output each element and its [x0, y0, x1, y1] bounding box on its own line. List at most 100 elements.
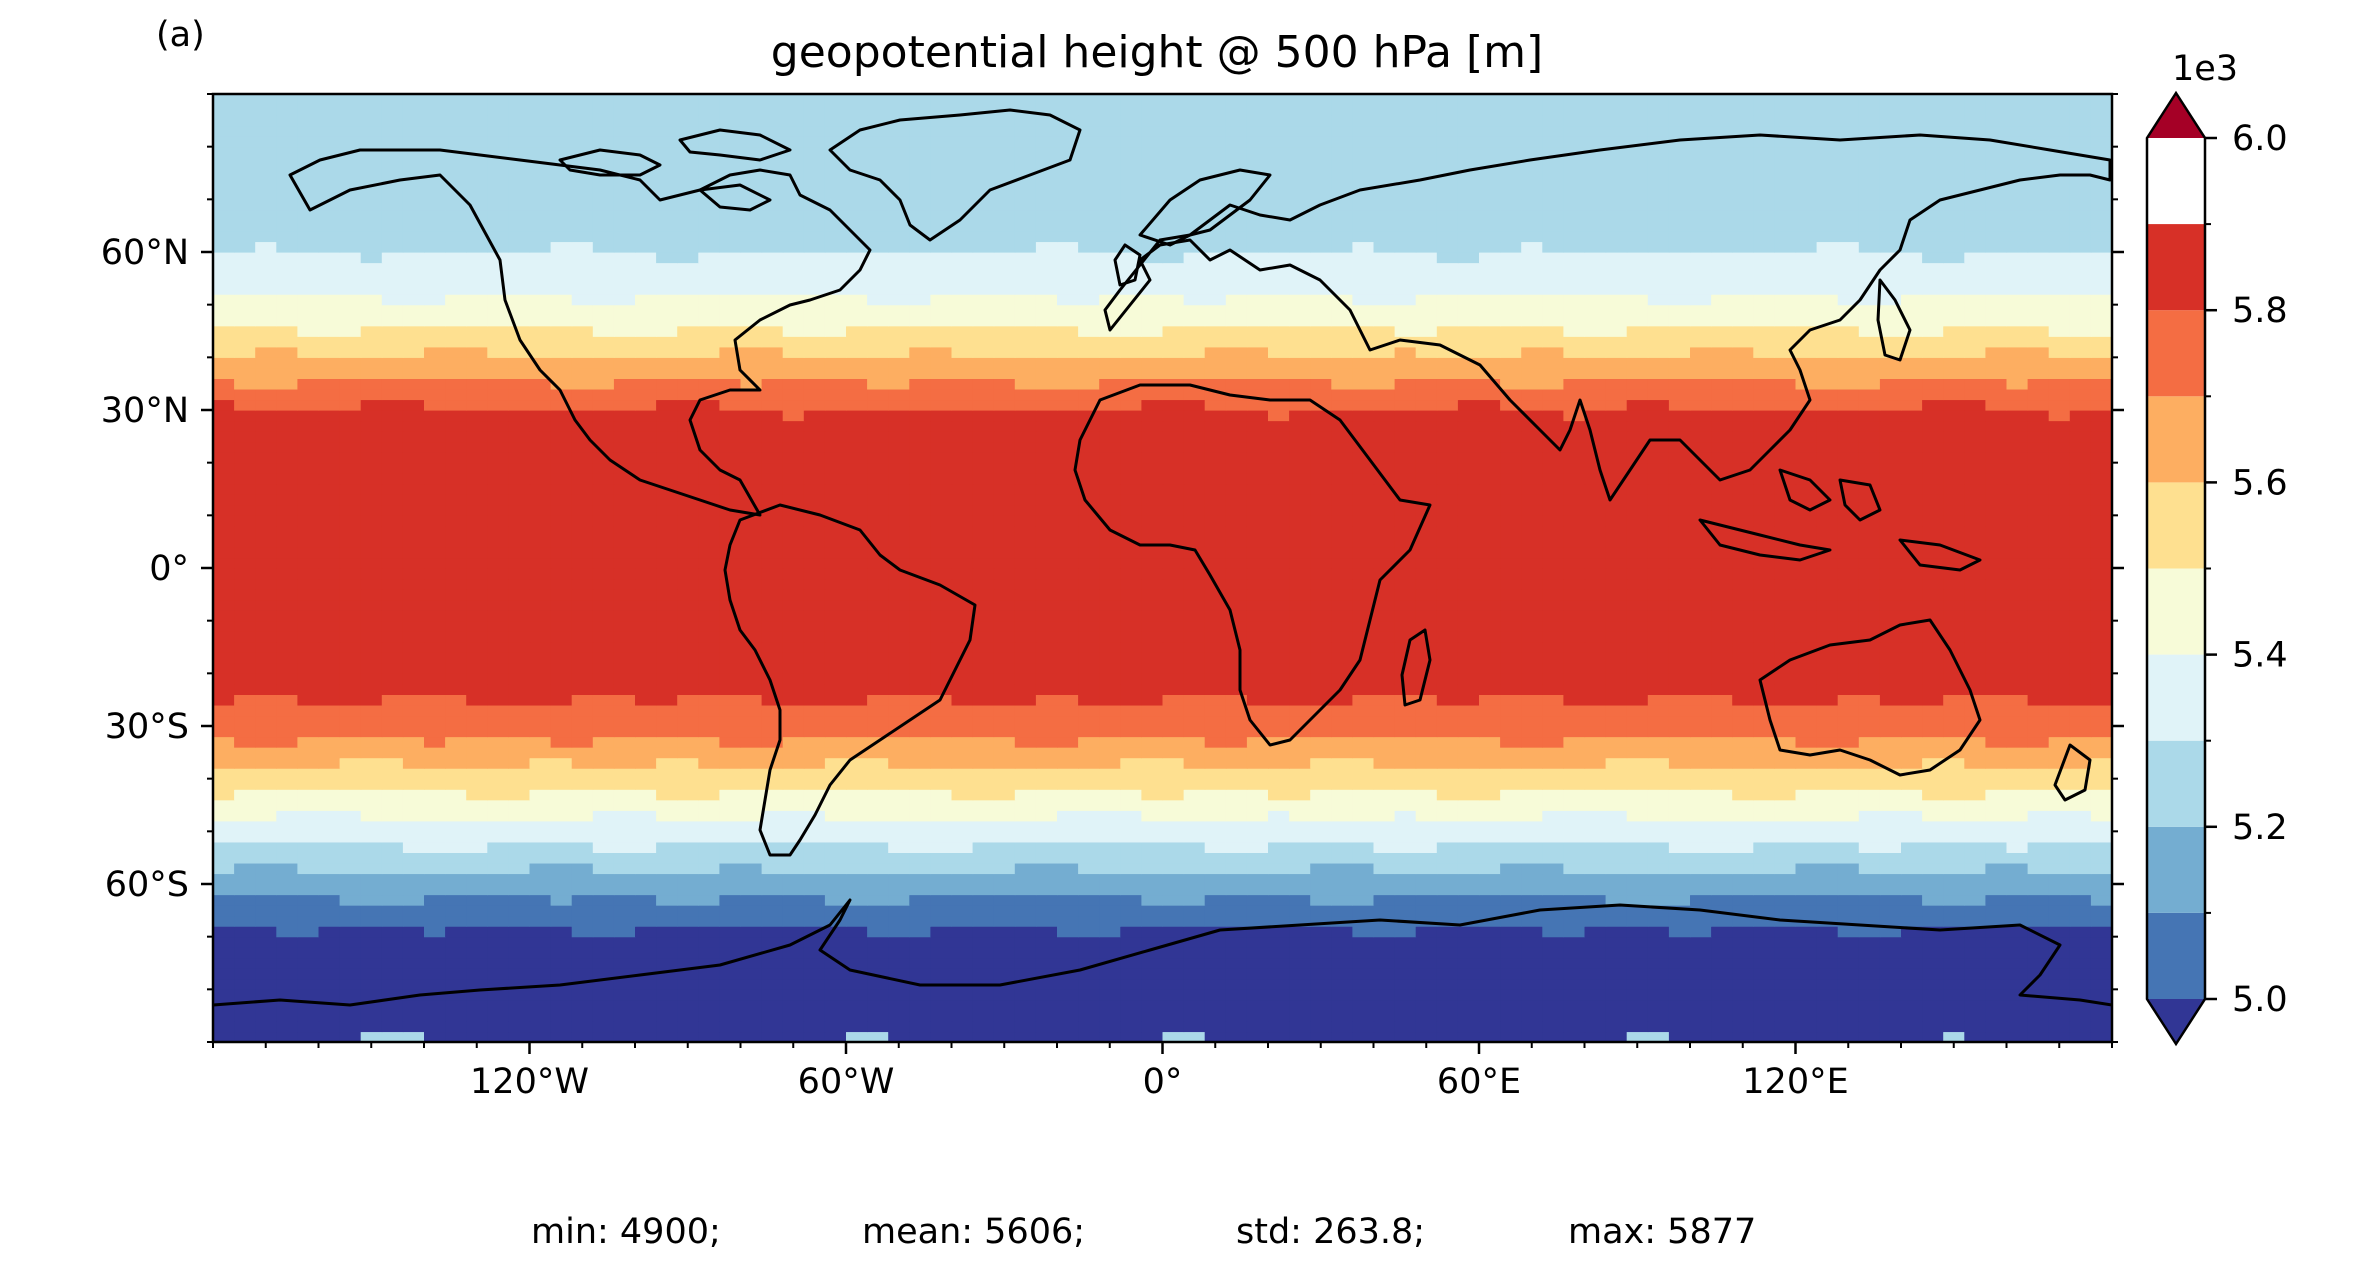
- grid-cell: [951, 525, 974, 537]
- grid-cell: [276, 546, 298, 559]
- grid-cell: [1310, 747, 1332, 759]
- grid-cell: [297, 641, 320, 653]
- grid-cell: [888, 978, 910, 990]
- grid-cell: [1563, 683, 1586, 695]
- grid-cell: [719, 652, 742, 664]
- grid-cell: [424, 462, 446, 474]
- grid-cell: [318, 683, 341, 695]
- grid-cell: [360, 936, 383, 948]
- grid-cell: [508, 599, 531, 611]
- grid-cell: [909, 810, 931, 822]
- grid-cell: [1120, 704, 1142, 717]
- grid-cell: [613, 852, 636, 864]
- grid-cell: [1774, 894, 1797, 906]
- grid-cell: [1035, 862, 1058, 875]
- grid-cell: [318, 831, 341, 843]
- grid-cell: [1901, 683, 1923, 695]
- grid-cell: [740, 873, 763, 885]
- grid-cell: [1732, 599, 1754, 611]
- grid-cell: [1078, 673, 1100, 685]
- grid-cell: [1057, 641, 1079, 653]
- grid-cell: [1120, 610, 1142, 622]
- grid-cell: [1816, 610, 1839, 622]
- grid-cell: [402, 862, 425, 875]
- grid-cell: [1436, 957, 1459, 969]
- grid-cell: [1542, 683, 1564, 695]
- grid-cell: [1563, 662, 1586, 674]
- grid-cell: [2027, 873, 2050, 885]
- grid-cell: [740, 515, 763, 527]
- grid-cell: [1816, 557, 1839, 569]
- grid-cell: [445, 515, 467, 527]
- grid-cell: [402, 799, 425, 811]
- grid-cell: [1352, 662, 1375, 674]
- grid-cell: [1331, 1010, 1353, 1022]
- grid-cell: [1331, 747, 1353, 759]
- grid-cell: [1690, 831, 1712, 843]
- grid-cell: [2006, 483, 2029, 495]
- grid-cell: [677, 557, 699, 569]
- grid-cell: [888, 683, 910, 695]
- grid-cell: [1626, 757, 1649, 769]
- grid-cell: [1162, 1020, 1185, 1033]
- grid-cell: [1753, 947, 1775, 959]
- grid-cell: [930, 568, 953, 580]
- grid-cell: [1795, 599, 1818, 611]
- grid-cell: [1331, 620, 1353, 632]
- grid-cell: [550, 662, 573, 674]
- grid-cell: [1753, 831, 1775, 843]
- grid-cell: [1943, 557, 1965, 569]
- grid-cell: [677, 905, 699, 917]
- grid-cell: [360, 589, 383, 601]
- grid-cell: [1563, 936, 1586, 948]
- grid-cell: [1584, 957, 1607, 969]
- grid-cell: [1837, 926, 1860, 938]
- grid-cell: [1204, 799, 1227, 811]
- grid-cell: [571, 947, 594, 959]
- grid-cell: [1711, 789, 1733, 801]
- grid-cell: [381, 831, 404, 843]
- grid-cell: [1331, 515, 1353, 527]
- grid-cell: [951, 715, 974, 727]
- grid-cell: [571, 894, 594, 906]
- grid-cell: [2090, 862, 2112, 875]
- grid-cell: [592, 673, 615, 685]
- grid-cell: [1711, 936, 1733, 948]
- grid-cell: [402, 831, 425, 843]
- grid-cell: [846, 578, 868, 590]
- grid-cell: [234, 894, 256, 906]
- grid-cell: [951, 968, 974, 980]
- grid-cell: [255, 641, 277, 653]
- grid-cell: [2090, 515, 2112, 527]
- grid-cell: [402, 483, 425, 495]
- grid-cell: [318, 525, 341, 537]
- grid-cell: [297, 968, 320, 980]
- grid-cell: [213, 968, 235, 980]
- grid-cell: [909, 926, 931, 938]
- grid-cell: [1943, 862, 1965, 875]
- grid-cell: [1563, 957, 1586, 969]
- grid-cell: [1858, 768, 1881, 780]
- grid-cell: [1310, 536, 1332, 548]
- grid-cell: [255, 515, 277, 527]
- grid-cell: [1394, 620, 1417, 632]
- grid-cell: [1099, 820, 1121, 832]
- grid-cell: [381, 915, 404, 927]
- grid-cell: [1204, 768, 1227, 780]
- grid-cell: [1099, 1020, 1121, 1033]
- grid-cell: [1879, 504, 1902, 516]
- grid-cell: [1162, 778, 1185, 790]
- grid-cell: [1289, 694, 1311, 706]
- grid-cell: [402, 978, 425, 990]
- grid-cell: [234, 873, 256, 885]
- grid-cell: [613, 736, 636, 748]
- grid-cell: [1668, 862, 1691, 875]
- grid-cell: [1774, 494, 1797, 506]
- grid-cell: [255, 810, 277, 822]
- grid-cell: [1500, 957, 1522, 969]
- grid-cell: [255, 978, 277, 990]
- grid-cell: [1922, 568, 1944, 580]
- grid-cell: [1668, 905, 1691, 917]
- grid-cell: [1415, 620, 1438, 632]
- grid-cell: [1035, 978, 1058, 990]
